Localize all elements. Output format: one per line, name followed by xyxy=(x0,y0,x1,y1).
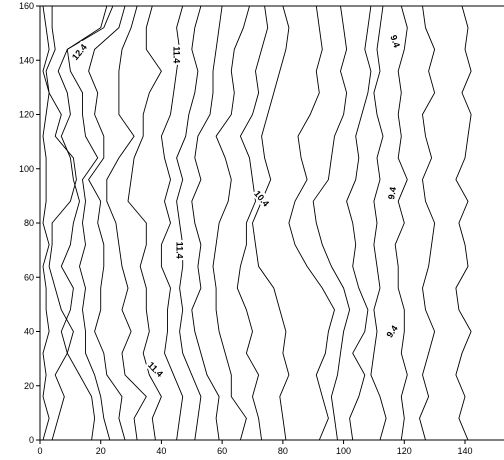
contour-line-12-4 xyxy=(57,6,108,440)
contour-line-11-2 xyxy=(176,6,202,440)
contour-line-9 xyxy=(455,6,472,440)
contour-label: 9.4 xyxy=(386,186,398,200)
y-tick-label: 40 xyxy=(24,327,34,337)
y-tick-label: 140 xyxy=(19,55,34,65)
contour-line-11-4 xyxy=(160,6,184,440)
x-tick-label: 80 xyxy=(278,446,288,456)
contour-label-background xyxy=(381,319,402,343)
contour-line-11-8 xyxy=(106,6,147,440)
contour-line-12-8 xyxy=(42,6,50,440)
y-tick-label: 20 xyxy=(24,381,34,391)
x-tick-label: 100 xyxy=(336,446,351,456)
y-tick-label: 100 xyxy=(19,164,34,174)
y-tick-label: 160 xyxy=(19,1,34,11)
contour-line-9-2 xyxy=(419,6,436,440)
contour-label-background xyxy=(174,240,186,261)
contour-label-background xyxy=(384,182,399,204)
contour-line-9-6 xyxy=(370,6,387,440)
contour-line-10-2 xyxy=(288,6,335,440)
contour-label: 9.4 xyxy=(388,34,402,49)
x-tick-label: 40 xyxy=(156,446,166,456)
axes: 0204060801001201401600204060801001201401 xyxy=(19,1,504,456)
x-tick-label: 120 xyxy=(397,446,412,456)
contour-line-11 xyxy=(191,6,223,440)
contour-line-12-6 xyxy=(45,6,77,440)
contour-line-10-4 xyxy=(252,6,290,440)
x-tick-label: 0 xyxy=(37,446,42,456)
contour-label-background xyxy=(171,44,183,65)
contour-lines xyxy=(42,6,472,440)
contour-line-9-8 xyxy=(346,6,372,440)
contour-label-background xyxy=(387,29,405,53)
contour-label-background xyxy=(251,187,273,210)
contour-line-10-8 xyxy=(212,6,250,440)
contour-line-10 xyxy=(312,6,351,440)
x-tick-label: 140 xyxy=(457,446,472,456)
contour-label: 11.4 xyxy=(172,46,182,63)
y-tick-label: 60 xyxy=(24,272,34,282)
y-tick-label: 0 xyxy=(29,435,34,445)
contour-line-9-4 xyxy=(394,6,408,440)
contour-label-background xyxy=(68,40,90,63)
contour-label: 11.4 xyxy=(175,242,185,259)
x-tick-label: 20 xyxy=(96,446,106,456)
y-tick-label: 120 xyxy=(19,110,34,120)
contour-line-12 xyxy=(88,6,126,440)
contour-line-12-2 xyxy=(66,6,114,440)
contour-label-background xyxy=(144,358,167,381)
x-tick-label: 60 xyxy=(217,446,227,456)
y-tick-label: 80 xyxy=(24,218,34,228)
contour-line-10-6 xyxy=(236,6,269,440)
